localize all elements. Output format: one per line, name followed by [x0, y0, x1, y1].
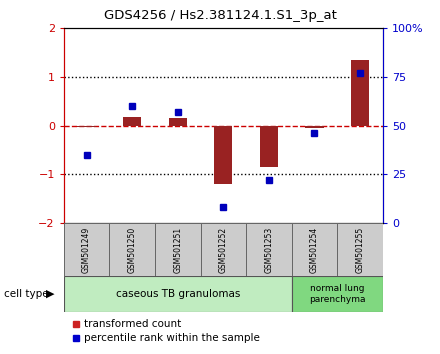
Bar [351, 60, 369, 126]
Bar [155, 223, 201, 276]
Bar [260, 126, 278, 167]
Text: normal lung
parenchyma: normal lung parenchyma [309, 284, 366, 303]
Bar [292, 276, 383, 312]
Text: cell type: cell type [4, 289, 49, 299]
Text: GSM501254: GSM501254 [310, 227, 319, 273]
Text: GSM501249: GSM501249 [82, 227, 91, 273]
Text: GSM501251: GSM501251 [173, 227, 182, 273]
Bar [64, 276, 292, 312]
Text: GSM501253: GSM501253 [264, 227, 273, 273]
Bar [77, 126, 96, 127]
Bar [123, 117, 141, 126]
Bar [169, 118, 187, 126]
Text: GDS4256 / Hs2.381124.1.S1_3p_at: GDS4256 / Hs2.381124.1.S1_3p_at [103, 9, 337, 22]
Text: ▶: ▶ [46, 289, 55, 299]
Bar [246, 223, 292, 276]
Bar [201, 223, 246, 276]
Bar [337, 223, 383, 276]
Bar [292, 223, 337, 276]
Text: GSM501250: GSM501250 [128, 227, 137, 273]
Bar [305, 126, 323, 128]
Text: GSM501255: GSM501255 [356, 227, 364, 273]
Bar [214, 126, 232, 184]
Text: GSM501252: GSM501252 [219, 227, 228, 273]
Bar [110, 223, 155, 276]
Bar [73, 336, 79, 341]
Text: caseous TB granulomas: caseous TB granulomas [116, 289, 240, 299]
Text: transformed count: transformed count [84, 319, 181, 329]
Text: percentile rank within the sample: percentile rank within the sample [84, 333, 260, 343]
Bar [64, 223, 110, 276]
Bar [73, 321, 79, 326]
